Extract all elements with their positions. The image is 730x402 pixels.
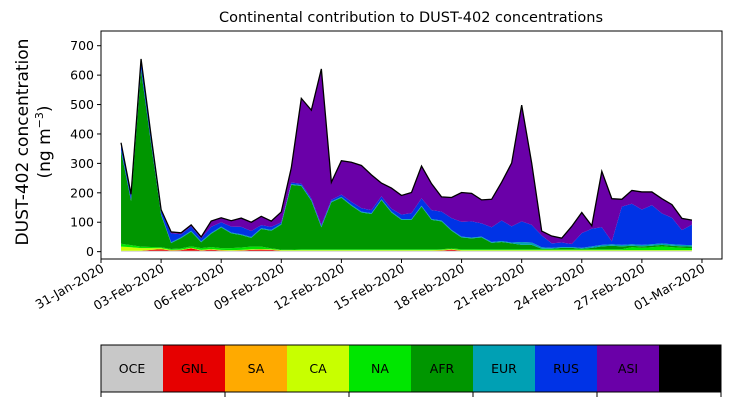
area-oce xyxy=(121,250,692,252)
y-tick-label: 0 xyxy=(86,244,94,259)
area-ca xyxy=(121,246,692,251)
legend-swatch-gnl xyxy=(163,345,226,392)
area-rus xyxy=(121,60,692,248)
legend-frame xyxy=(100,344,722,393)
legend-label-asi: ASI xyxy=(618,361,638,376)
area-na xyxy=(121,243,692,251)
legend-label-oce: OCE xyxy=(119,361,146,376)
legend-label-gnl: GNL xyxy=(181,361,207,376)
legend-swatch-oce xyxy=(101,345,164,392)
legend-swatch-asi xyxy=(597,345,660,392)
y-tick-label: 300 xyxy=(70,156,94,171)
legend-swatch-ca xyxy=(287,345,350,392)
y-axis-label: DUST-402 concentration (ng m−3) xyxy=(13,39,55,246)
legend-label-afr: AFR xyxy=(430,361,455,376)
y-axis-label-line1: DUST-402 concentration xyxy=(13,39,33,246)
y-tick-label: 600 xyxy=(70,68,94,83)
y-tick-label: 500 xyxy=(70,97,94,112)
y-tick-label: 100 xyxy=(70,215,94,230)
legend-swatch-sa xyxy=(225,345,288,392)
area-asi xyxy=(121,58,692,245)
legend-swatch-na xyxy=(349,345,412,392)
legend-colorbar: OCE GNL SA CA NA AFR EUR RUS ASI AUS xyxy=(100,344,722,397)
legend-label-ca: CA xyxy=(309,361,327,376)
legend-label-sa: SA xyxy=(248,361,265,376)
legend-label-rus: RUS xyxy=(553,361,579,376)
stacked-areas xyxy=(121,58,692,252)
legend-swatch-rus xyxy=(535,345,598,392)
area-gnl xyxy=(121,248,692,251)
y-axis: 0 100 200 300 400 500 600 700 xyxy=(70,38,101,259)
x-axis: 31-Jan-202003-Feb-202006-Feb-202009-Feb-… xyxy=(33,259,708,313)
y-tick-label: 200 xyxy=(70,185,94,200)
y-axis-label-line2: (ng m−3) xyxy=(33,105,55,178)
total-outline xyxy=(120,58,693,239)
legend-swatch-eur xyxy=(473,345,536,392)
legend-label-eur: EUR xyxy=(491,361,517,376)
legend-label-aus: AUS xyxy=(677,361,703,376)
legend-label-na: NA xyxy=(371,361,389,376)
legend-swatch-afr xyxy=(411,345,474,392)
legend-swatch-aus xyxy=(659,345,722,392)
chart-title: Continental contribution to DUST-402 con… xyxy=(219,10,603,26)
total-line xyxy=(120,58,693,239)
y-tick-label: 400 xyxy=(70,126,94,141)
plot-frame xyxy=(100,30,723,260)
y-tick-label: 700 xyxy=(70,38,94,53)
